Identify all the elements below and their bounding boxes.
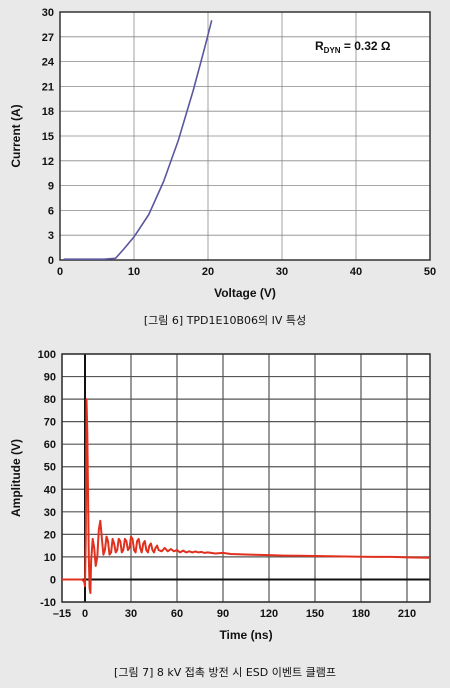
esd-y-axis-label: Amplitude (V) (9, 439, 23, 517)
esd-y-tick-label: 70 (44, 417, 56, 429)
iv-x-tick-label: 30 (276, 266, 288, 278)
rdyn-annotation: RDYN = 0.32 Ω (315, 39, 391, 55)
esd-y-tick-label: 50 (44, 462, 56, 474)
iv-y-tick-label: 0 (48, 255, 54, 267)
iv-chart-panel: 0 10 20 30 40 50 0 3 6 9 12 15 18 21 24 27 30 Voltage (V)… (0, 0, 450, 300)
esd-y-tick-label: 0 (50, 574, 56, 586)
iv-y-tick-label: 15 (42, 131, 54, 143)
esd-x-tick-label: 210 (398, 608, 416, 620)
esd-series-line (62, 398, 431, 594)
iv-y-tick-label: 30 (42, 7, 54, 19)
esd-y-tick-label: 90 (44, 372, 56, 384)
iv-y-tick-label: 24 (42, 57, 55, 69)
esd-y-tick-label: 40 (44, 484, 56, 496)
esd-x-tick-label: 30 (125, 608, 137, 620)
esd-y-tick-label: 20 (44, 529, 56, 541)
esd-x-axis-label: Time (ns) (219, 628, 272, 642)
iv-x-tick-label: 50 (424, 266, 436, 278)
esd-y-tick-label: 100 (38, 349, 56, 361)
iv-x-axis-label: Voltage (V) (214, 286, 276, 300)
iv-x-tick-label: 20 (202, 266, 214, 278)
iv-y-tick-label: 9 (48, 181, 54, 193)
iv-y-tick-label: 18 (42, 106, 54, 118)
iv-x-tick-label: 0 (57, 266, 63, 278)
iv-y-tick-label: 12 (42, 156, 54, 168)
esd-y-tick-label: 80 (44, 394, 56, 406)
iv-chart-caption: [그림 6] TPD1E10B06의 IV 특성 (143, 314, 307, 327)
esd-chart-caption: [그림 7] 8 kV 접촉 방전 시 ESD 이벤트 클램프 (114, 666, 336, 679)
iv-y-tick-label: 3 (48, 230, 54, 242)
esd-plot-area (62, 354, 430, 602)
esd-y-tick-label: 30 (44, 507, 56, 519)
iv-plot-border (59, 11, 431, 261)
esd-chart: –15 0 30 60 90 120 150 180 210 -10 0 10 20 30 40 50 60 70… (9, 349, 431, 642)
esd-x-tick-label: 90 (217, 608, 229, 620)
esd-x-tick-label: 180 (352, 608, 370, 620)
esd-chart-panel: –15 0 30 60 90 120 150 180 210 -10 0 10 20 30 40 50 60 70… (0, 342, 450, 652)
iv-y-axis-label: Current (A) (9, 104, 23, 167)
esd-x-tick-label: 120 (260, 608, 278, 620)
esd-y-tick-label: 10 (44, 552, 56, 564)
esd-x-tick-label: 150 (306, 608, 324, 620)
iv-y-tick-label: 27 (42, 32, 54, 44)
iv-y-tick-label: 6 (48, 205, 54, 217)
esd-y-tick-label: -10 (40, 597, 56, 609)
esd-x-tick-label: 60 (171, 608, 183, 620)
iv-series-line (63, 20, 213, 261)
esd-x-tick-label: 0 (82, 608, 88, 620)
iv-x-tick-label: 10 (128, 266, 140, 278)
esd-plot-border (61, 353, 431, 603)
esd-x-tick-label: –15 (53, 608, 71, 620)
iv-y-tick-label: 21 (42, 81, 54, 93)
esd-y-tick-label: 60 (44, 439, 56, 451)
iv-x-tick-label: 40 (350, 266, 362, 278)
